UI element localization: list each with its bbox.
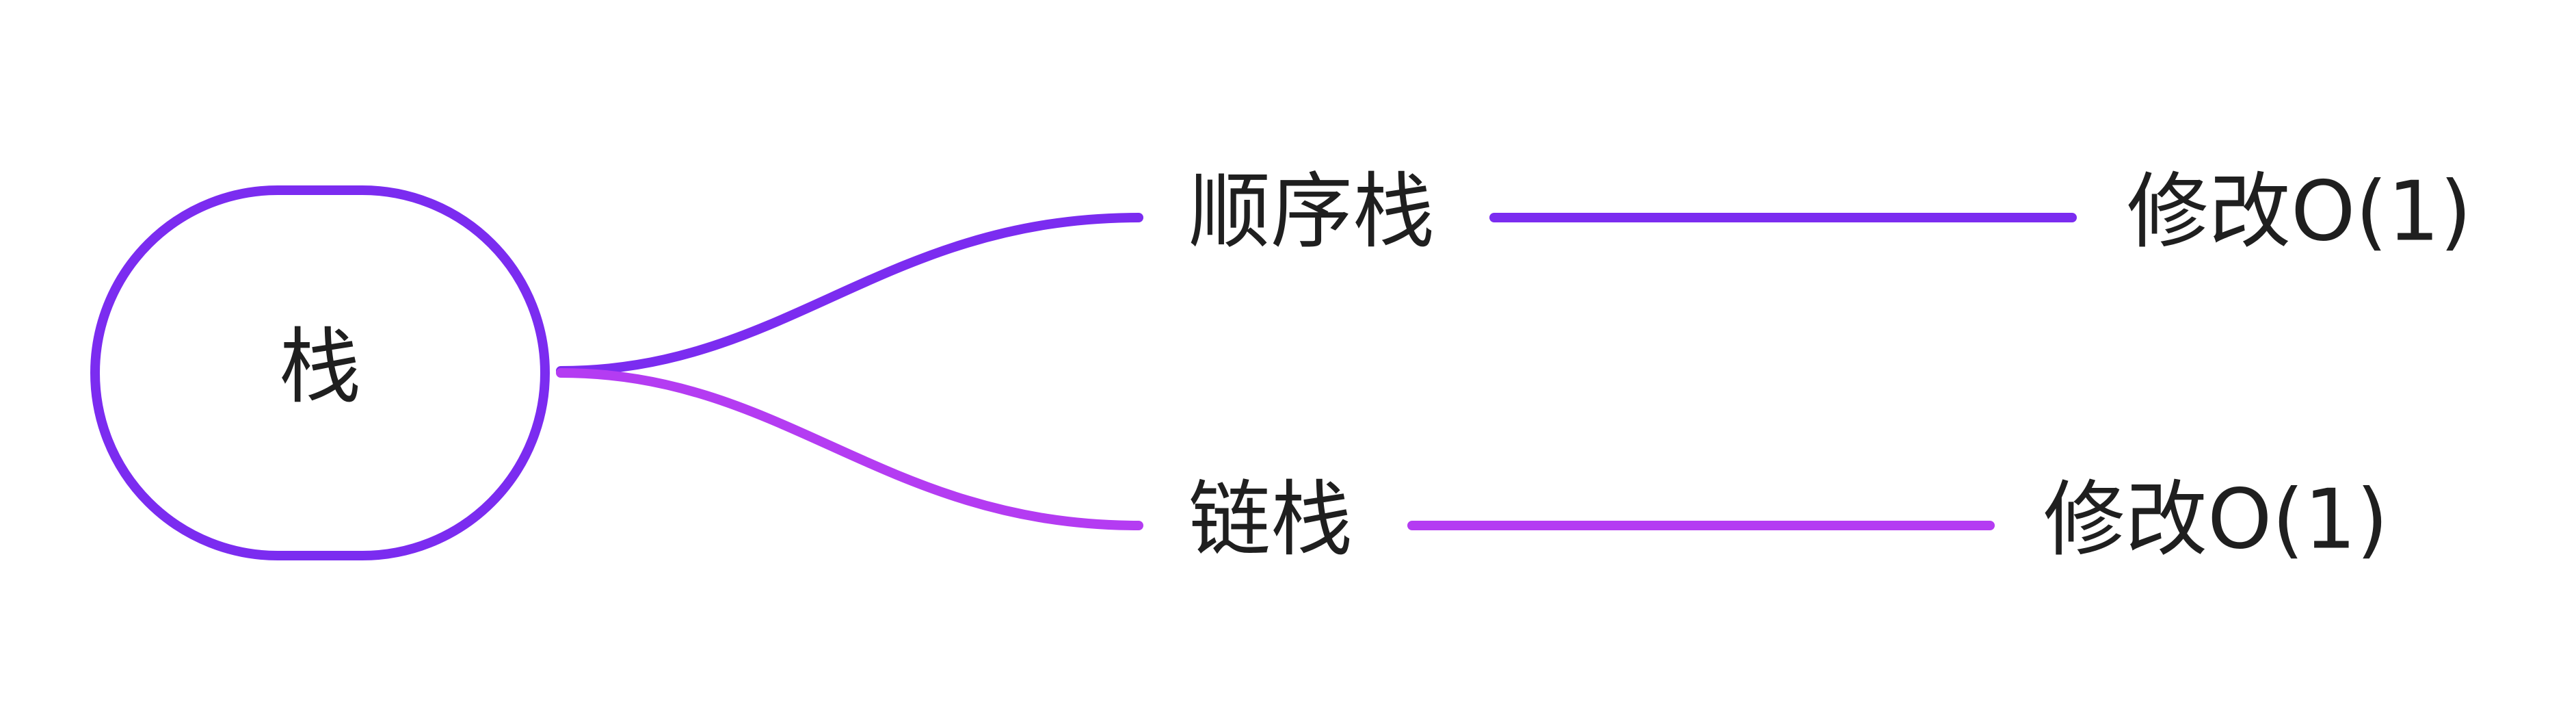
connector-root-to-sequential-stack bbox=[556, 213, 1143, 376]
branch-label-linked-stack: 链栈 bbox=[1189, 473, 1353, 568]
connector-root-to-linked-stack bbox=[556, 368, 1143, 530]
leaf-label-linked-stack: 修改O(1) bbox=[2043, 473, 2388, 568]
root-node-shape bbox=[90, 185, 550, 560]
leaf-linked-stack[interactable]: 修改O(1) bbox=[2043, 473, 2388, 568]
branch-linked-stack[interactable]: 链栈 bbox=[1189, 473, 1353, 568]
root-node[interactable]: 栈 bbox=[90, 185, 550, 560]
branch-sequential-stack[interactable]: 顺序栈 bbox=[1189, 165, 1435, 260]
leaf-sequential-stack[interactable]: 修改O(1) bbox=[2127, 165, 2471, 260]
branch-label-sequential-stack: 顺序栈 bbox=[1189, 165, 1435, 260]
root-node-label: 栈 bbox=[279, 320, 361, 415]
leaf-label-sequential-stack: 修改O(1) bbox=[2127, 165, 2471, 260]
